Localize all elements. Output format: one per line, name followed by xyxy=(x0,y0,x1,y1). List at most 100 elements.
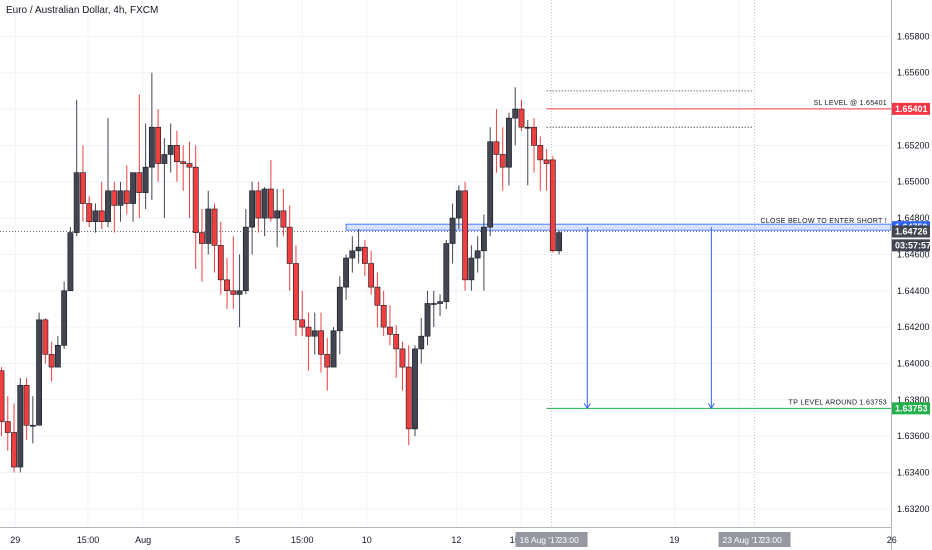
candle-body xyxy=(512,108,519,119)
price-badge-label: 1.64726 xyxy=(895,227,928,237)
y-tick-label: 1.63400 xyxy=(897,467,930,477)
y-tick-label: 1.65600 xyxy=(897,68,930,78)
candle-body xyxy=(61,290,68,346)
candle-body xyxy=(86,203,93,223)
candle-body xyxy=(211,208,218,246)
candle-body xyxy=(11,432,17,468)
candle-body xyxy=(299,319,306,328)
candle-body xyxy=(468,257,475,281)
candle-body xyxy=(29,424,36,427)
candle-body xyxy=(537,145,544,161)
candle-body xyxy=(399,348,406,368)
candle-body xyxy=(73,172,80,233)
candle-body xyxy=(242,226,249,292)
candle-body xyxy=(318,330,324,355)
candle-body xyxy=(224,279,230,292)
x-tick-label: 10 xyxy=(362,535,372,545)
candle-body xyxy=(380,304,387,328)
level-label: SL LEVEL @ 1.65401 xyxy=(814,100,887,107)
candle-body xyxy=(261,188,268,219)
candle-body xyxy=(130,172,136,204)
candle-body xyxy=(80,172,86,204)
candle-body xyxy=(186,163,193,168)
arrow-head xyxy=(707,403,715,410)
candle-body xyxy=(524,126,531,129)
price-badge xyxy=(892,225,930,238)
grid xyxy=(0,0,893,527)
candle-body xyxy=(255,190,262,219)
candle-body xyxy=(487,141,494,228)
time-badge-label: 16 Aug '17 xyxy=(520,535,560,545)
candle-body xyxy=(474,250,481,259)
candle-body xyxy=(405,366,412,430)
candle-body xyxy=(556,232,562,252)
candle-body xyxy=(518,108,525,128)
price-badge-label: 1.63753 xyxy=(895,403,928,413)
candle-body xyxy=(105,190,111,223)
price-badge xyxy=(892,402,930,415)
candle-body xyxy=(455,190,462,219)
candle-body xyxy=(4,421,11,433)
candle-body xyxy=(148,126,155,168)
candle-body xyxy=(180,161,187,164)
candle-body xyxy=(305,326,312,337)
candle-body xyxy=(199,232,205,244)
y-tick-label: 1.63800 xyxy=(897,395,930,405)
candle-body xyxy=(355,246,362,252)
candle-body xyxy=(192,166,199,233)
time-badge-label: 23 Aug '17 xyxy=(723,535,763,545)
candle-body xyxy=(98,210,105,223)
x-tick-label: 15:00 xyxy=(77,535,100,545)
candle-body xyxy=(67,232,74,292)
y-tick-label: 1.65800 xyxy=(897,31,930,41)
candle-body xyxy=(167,145,174,155)
level-label: CLOSE BELOW TO ENTER SHORT ! xyxy=(760,218,887,225)
arrows xyxy=(583,227,715,410)
candle-body xyxy=(336,286,343,332)
candle-body xyxy=(205,208,212,244)
candle-body xyxy=(249,190,255,228)
candle-body xyxy=(0,370,5,422)
annotations: SL LEVEL @ 1.65401 CLOSE BELOW TO ENTER S… xyxy=(760,100,887,406)
candle-body xyxy=(549,159,556,252)
y-tick-label: 1.63600 xyxy=(897,431,930,441)
candles xyxy=(0,72,562,473)
candle-body xyxy=(343,257,349,288)
y-tick-label: 1.64000 xyxy=(897,358,930,368)
candle-body xyxy=(155,126,162,164)
candle-body xyxy=(462,190,469,281)
candle-body xyxy=(42,319,49,355)
level-label: TP LEVEL AROUND 1.63753 xyxy=(789,399,887,406)
time-badge-extra: 23:00 xyxy=(761,535,783,545)
candle-body xyxy=(449,217,456,244)
candle-body xyxy=(267,188,274,219)
candle-body xyxy=(412,348,418,430)
candle-body xyxy=(361,246,368,264)
candle-body xyxy=(437,301,443,304)
candle-body xyxy=(324,354,331,368)
candle-body xyxy=(374,286,381,306)
candle-body xyxy=(286,226,293,264)
arrow-head xyxy=(583,403,591,410)
candle-body xyxy=(236,290,243,295)
chart-title: Euro / Australian Dollar, 4h, FXCM xyxy=(6,5,158,16)
y-tick-label: 1.64400 xyxy=(897,286,930,296)
candle-body xyxy=(230,290,237,295)
y-tick-label: 1.64200 xyxy=(897,322,930,332)
candle-body xyxy=(349,250,356,259)
candle-body xyxy=(387,326,393,335)
x-tick-label: 29 xyxy=(10,535,20,545)
x-tick-label: 19 xyxy=(669,535,679,545)
candle-body xyxy=(117,190,124,206)
candle-body xyxy=(136,172,143,193)
candle-body xyxy=(393,334,400,350)
candle-body xyxy=(430,303,437,305)
time-badge-extra: 23:00 xyxy=(558,535,580,545)
candle-body xyxy=(424,303,431,337)
candle-body xyxy=(418,335,425,350)
price-badge xyxy=(892,239,930,252)
price-badge-label: 1.65401 xyxy=(895,104,928,114)
candle-body xyxy=(92,210,99,223)
